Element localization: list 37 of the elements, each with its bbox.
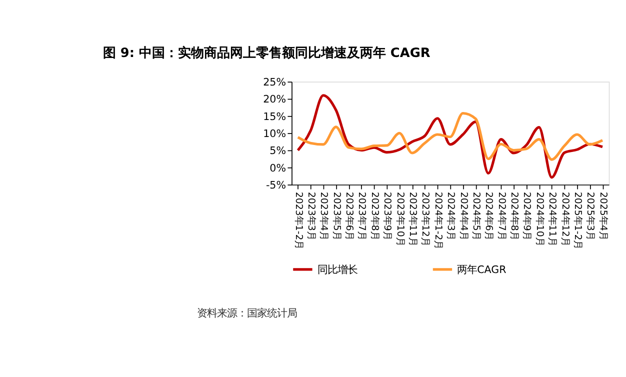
line-series [296,112,604,161]
x-tick-label: 2023年6月 [344,192,355,240]
x-tick-label: 2023年10月 [394,192,406,246]
x-tick-label: 2023年1-2月 [292,192,304,250]
x-tick-label: 2024年4月 [458,192,469,240]
y-tick-label: 10% [263,128,286,140]
x-tick-label: 2025年1-2月 [572,192,583,250]
x-tick-label: 2023年7月 [356,192,368,240]
y-tick-label: 25% [263,76,286,89]
x-tick-label: 2025年4月 [597,192,608,240]
x-tick-label: 2024年12月 [559,192,570,246]
x-tick-label: 2023年11月 [406,192,418,246]
chart-title: 图 9: 中国：实物商品网上零售额同比增速及两年 CAGR [102,44,430,61]
x-tick-label: 2023年5月 [330,192,342,240]
legend-label: 同比增长 [317,264,358,276]
x-tick-label: 2024年1-2月 [432,192,444,250]
x-tick-label: 2023年8月 [368,192,380,240]
y-tick-label: 20% [263,94,286,106]
x-tick-label: 2024年10月 [534,192,545,246]
x-tick-label: 2023年9月 [382,192,393,240]
x-tick-label: 2024年11月 [546,192,558,246]
x-tick-label: 2024年7月 [496,192,507,240]
text: 资料来源：国家统计局 [197,308,298,320]
x-tick-label: 2024年8月 [508,192,520,240]
x-tick-label: 2024年6月 [483,192,494,240]
y-tick-label: 0% [270,162,286,174]
x-tick-label: 2025年3月 [584,192,596,240]
y-tick-label: 5% [270,145,286,158]
y-tick-label: -5% [266,179,286,192]
x-tick-label: 2023年4月 [318,192,330,240]
x-tick-label: 2024年9月 [521,192,532,240]
y-tick-label: 15% [263,110,286,123]
x-tick-label: 2024年3月 [445,192,456,240]
legend-label: 两年CAGR [457,264,506,276]
x-tick-label: 2024年5月 [470,192,482,240]
x-tick-label: 2023年12月 [420,192,431,246]
x-tick-label: 2023年3月 [305,192,316,240]
